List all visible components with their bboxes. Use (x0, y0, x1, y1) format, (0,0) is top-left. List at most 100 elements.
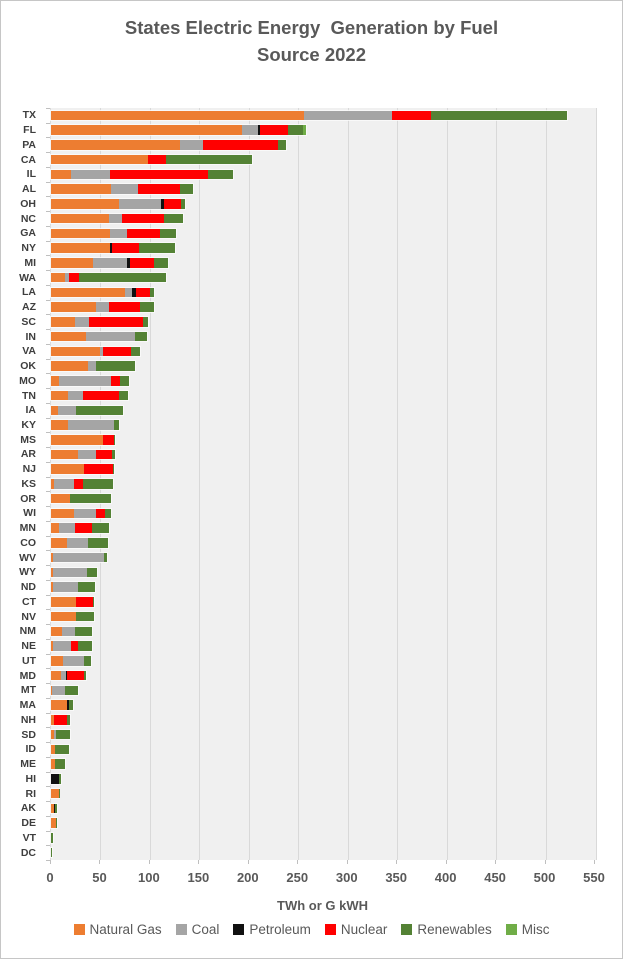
stacked-bar-AZ (51, 302, 155, 312)
bar-segment-nuclear (121, 213, 165, 224)
legend-label: Petroleum (249, 922, 311, 937)
bar-segment-coal (52, 582, 78, 592)
bar-row-NY (51, 241, 596, 256)
stacked-bar-NH (51, 715, 71, 725)
bar-segment-renewables (69, 700, 74, 710)
bar-segment-nuclear (138, 184, 180, 194)
stacked-bar-UT (51, 656, 92, 666)
y-axis-label-SD: SD (21, 728, 36, 741)
y-axis-tick (46, 196, 50, 198)
y-axis-tick (46, 653, 50, 655)
y-axis-label-CT: CT (22, 595, 36, 608)
x-axis-tick-label-150: 150 (187, 870, 210, 885)
legend: Natural Gas Coal Petroleum Nuclear Renewable… (1, 922, 622, 937)
bar-segment-renewables (55, 729, 70, 740)
bar-segment-renewables (95, 361, 135, 371)
bar-segment-misc (302, 125, 307, 135)
bar-segment-coal (59, 376, 111, 386)
bar-segment-petroleum (51, 774, 59, 784)
y-axis-label-DC: DC (20, 846, 36, 859)
bar-segment-nuclear (71, 641, 78, 651)
bar-segment-natural-gas (51, 744, 56, 755)
bar-segment-natural-gas (51, 405, 59, 415)
bar-segment-coal (100, 346, 104, 357)
legend-label: Nuclear (340, 922, 388, 937)
y-axis-label-ME: ME (20, 758, 36, 771)
bar-segment-nuclear (73, 479, 84, 489)
bar-segment-petroleum (161, 199, 164, 209)
y-axis-label-RI: RI (25, 787, 37, 800)
bar-segment-coal (74, 508, 96, 519)
stacked-bar-NC (51, 213, 183, 224)
bar-segment-coal (67, 420, 115, 430)
bar-segment-nuclear (109, 169, 208, 180)
bar-segment-natural-gas (51, 169, 71, 180)
stacked-bar-FL (51, 125, 307, 135)
y-axis-tick (46, 255, 50, 257)
stacked-bar-KY (51, 420, 120, 430)
y-axis-tick (46, 388, 50, 390)
x-axis-tick-label-50: 50 (92, 870, 107, 885)
bar-row-GA (51, 226, 596, 241)
bar-segment-natural-gas (51, 390, 68, 401)
bar-segment-renewables (83, 479, 114, 489)
stacked-bar-MD (51, 670, 87, 681)
x-axis-tick (445, 860, 447, 864)
bar-segment-natural-gas (51, 228, 111, 239)
bar-row-MD (51, 668, 596, 683)
y-axis-tick (46, 594, 50, 596)
bar-row-AL (51, 182, 596, 197)
bar-segment-nuclear (392, 110, 431, 121)
y-axis-tick (46, 461, 50, 463)
stacked-bar-VT (51, 833, 54, 843)
bar-row-CA (51, 152, 596, 167)
bar-row-IL (51, 167, 596, 182)
x-axis-tick-label-300: 300 (335, 870, 358, 885)
y-axis-label-DE: DE (21, 817, 36, 830)
bar-segment-renewables (65, 685, 79, 696)
bar-segment-renewables (130, 346, 141, 357)
bar-segment-petroleum (66, 670, 68, 681)
legend-swatch-icon (505, 924, 517, 935)
bar-segment-coal (74, 317, 90, 327)
bar-segment-renewables (119, 376, 129, 386)
stacked-bar-ND (51, 582, 95, 592)
legend-item-coal: Coal (175, 922, 219, 937)
bar-row-CT (51, 595, 596, 610)
bar-row-AZ (51, 300, 596, 315)
chart-title-line1: States Electric Energy Generation by Fue… (124, 17, 499, 38)
bar-segment-coal (108, 213, 122, 224)
bar-segment-natural-gas (51, 611, 77, 622)
bar-segment-natural-gas (51, 287, 126, 298)
bar-row-WI (51, 506, 596, 521)
bar-segment-nuclear (84, 464, 113, 474)
bar-row-NE (51, 639, 596, 654)
gridline (199, 108, 201, 860)
bar-row-CO (51, 536, 596, 551)
stacked-bar-RI (51, 788, 60, 799)
stacked-bar-VA (51, 346, 141, 357)
y-axis-label-AL: AL (22, 183, 36, 196)
stacked-bar-OR (51, 493, 112, 504)
bar-row-NJ (51, 462, 596, 477)
y-axis-tick (46, 402, 50, 404)
bar-segment-renewables (55, 744, 69, 755)
bar-segment-coal (52, 552, 104, 563)
bar-segment-coal (67, 390, 83, 401)
y-axis-tick (46, 373, 50, 375)
y-axis-tick (46, 727, 50, 729)
bar-segment-nuclear (89, 317, 143, 327)
bar-segment-nuclear (108, 302, 141, 312)
bar-segment-renewables (69, 493, 112, 504)
bar-segment-renewables (113, 435, 116, 445)
y-axis-tick (46, 712, 50, 714)
bar-segment-natural-gas (51, 803, 55, 814)
bar-row-NH (51, 713, 596, 728)
y-axis-tick (46, 211, 50, 213)
bar-row-RI (51, 786, 596, 801)
y-axis-tick (46, 830, 50, 832)
stacked-bar-ME (51, 759, 65, 769)
y-axis-label-FL: FL (23, 124, 36, 137)
y-axis-tick (46, 565, 50, 567)
bar-segment-natural-gas (51, 317, 75, 327)
